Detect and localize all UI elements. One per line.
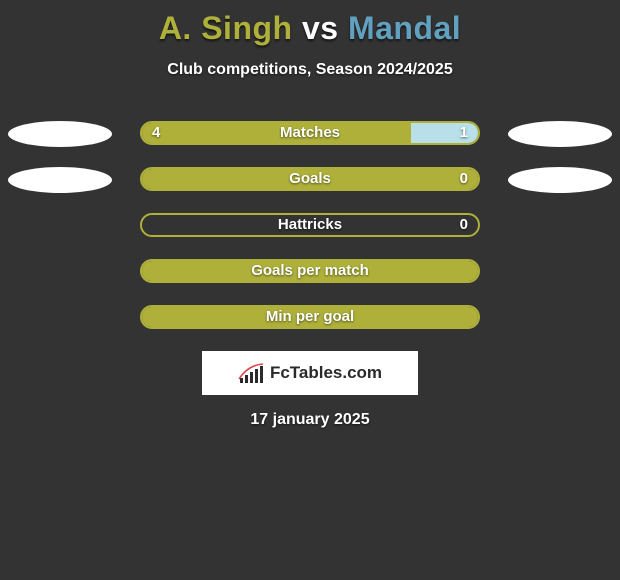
stat-row: Goals per match: [0, 259, 620, 285]
stat-row: Goals0: [0, 167, 620, 193]
brand-icon: [238, 363, 264, 383]
bar-fill-left: [142, 307, 478, 327]
player2-name: Mandal: [348, 10, 461, 46]
brand-box: FcTables.com: [202, 351, 418, 395]
player1-name: A. Singh: [159, 10, 293, 46]
brand-text: FcTables.com: [270, 363, 382, 383]
stats-container: Matches41 Goals0 Hattricks0 Goals per match…: [0, 121, 620, 331]
stat-row: Hattricks0: [0, 213, 620, 239]
vs-label: vs: [302, 10, 339, 46]
team-logo-left: [8, 167, 112, 193]
stat-value-right: 0: [460, 215, 468, 235]
comparison-card: A. Singh vs Mandal Club competitions, Se…: [0, 0, 620, 580]
stat-bar: Goals0: [140, 167, 480, 191]
page-title: A. Singh vs Mandal: [0, 0, 620, 47]
stat-row: Min per goal: [0, 305, 620, 331]
bar-fill-left: [142, 123, 411, 143]
team-logo-left: [8, 121, 112, 147]
stat-bar: Hattricks0: [140, 213, 480, 237]
stat-bar: Min per goal: [140, 305, 480, 329]
bar-fill-left: [142, 169, 478, 189]
bar-fill-right: [411, 123, 478, 143]
team-logo-right: [508, 121, 612, 147]
subtitle: Club competitions, Season 2024/2025: [0, 61, 620, 79]
team-logo-right: [508, 167, 612, 193]
stat-bar: Goals per match: [140, 259, 480, 283]
bar-fill-left: [142, 261, 478, 281]
stat-row: Matches41: [0, 121, 620, 147]
date-label: 17 january 2025: [0, 411, 620, 429]
stat-label: Hattricks: [142, 215, 478, 235]
stat-bar: Matches41: [140, 121, 480, 145]
